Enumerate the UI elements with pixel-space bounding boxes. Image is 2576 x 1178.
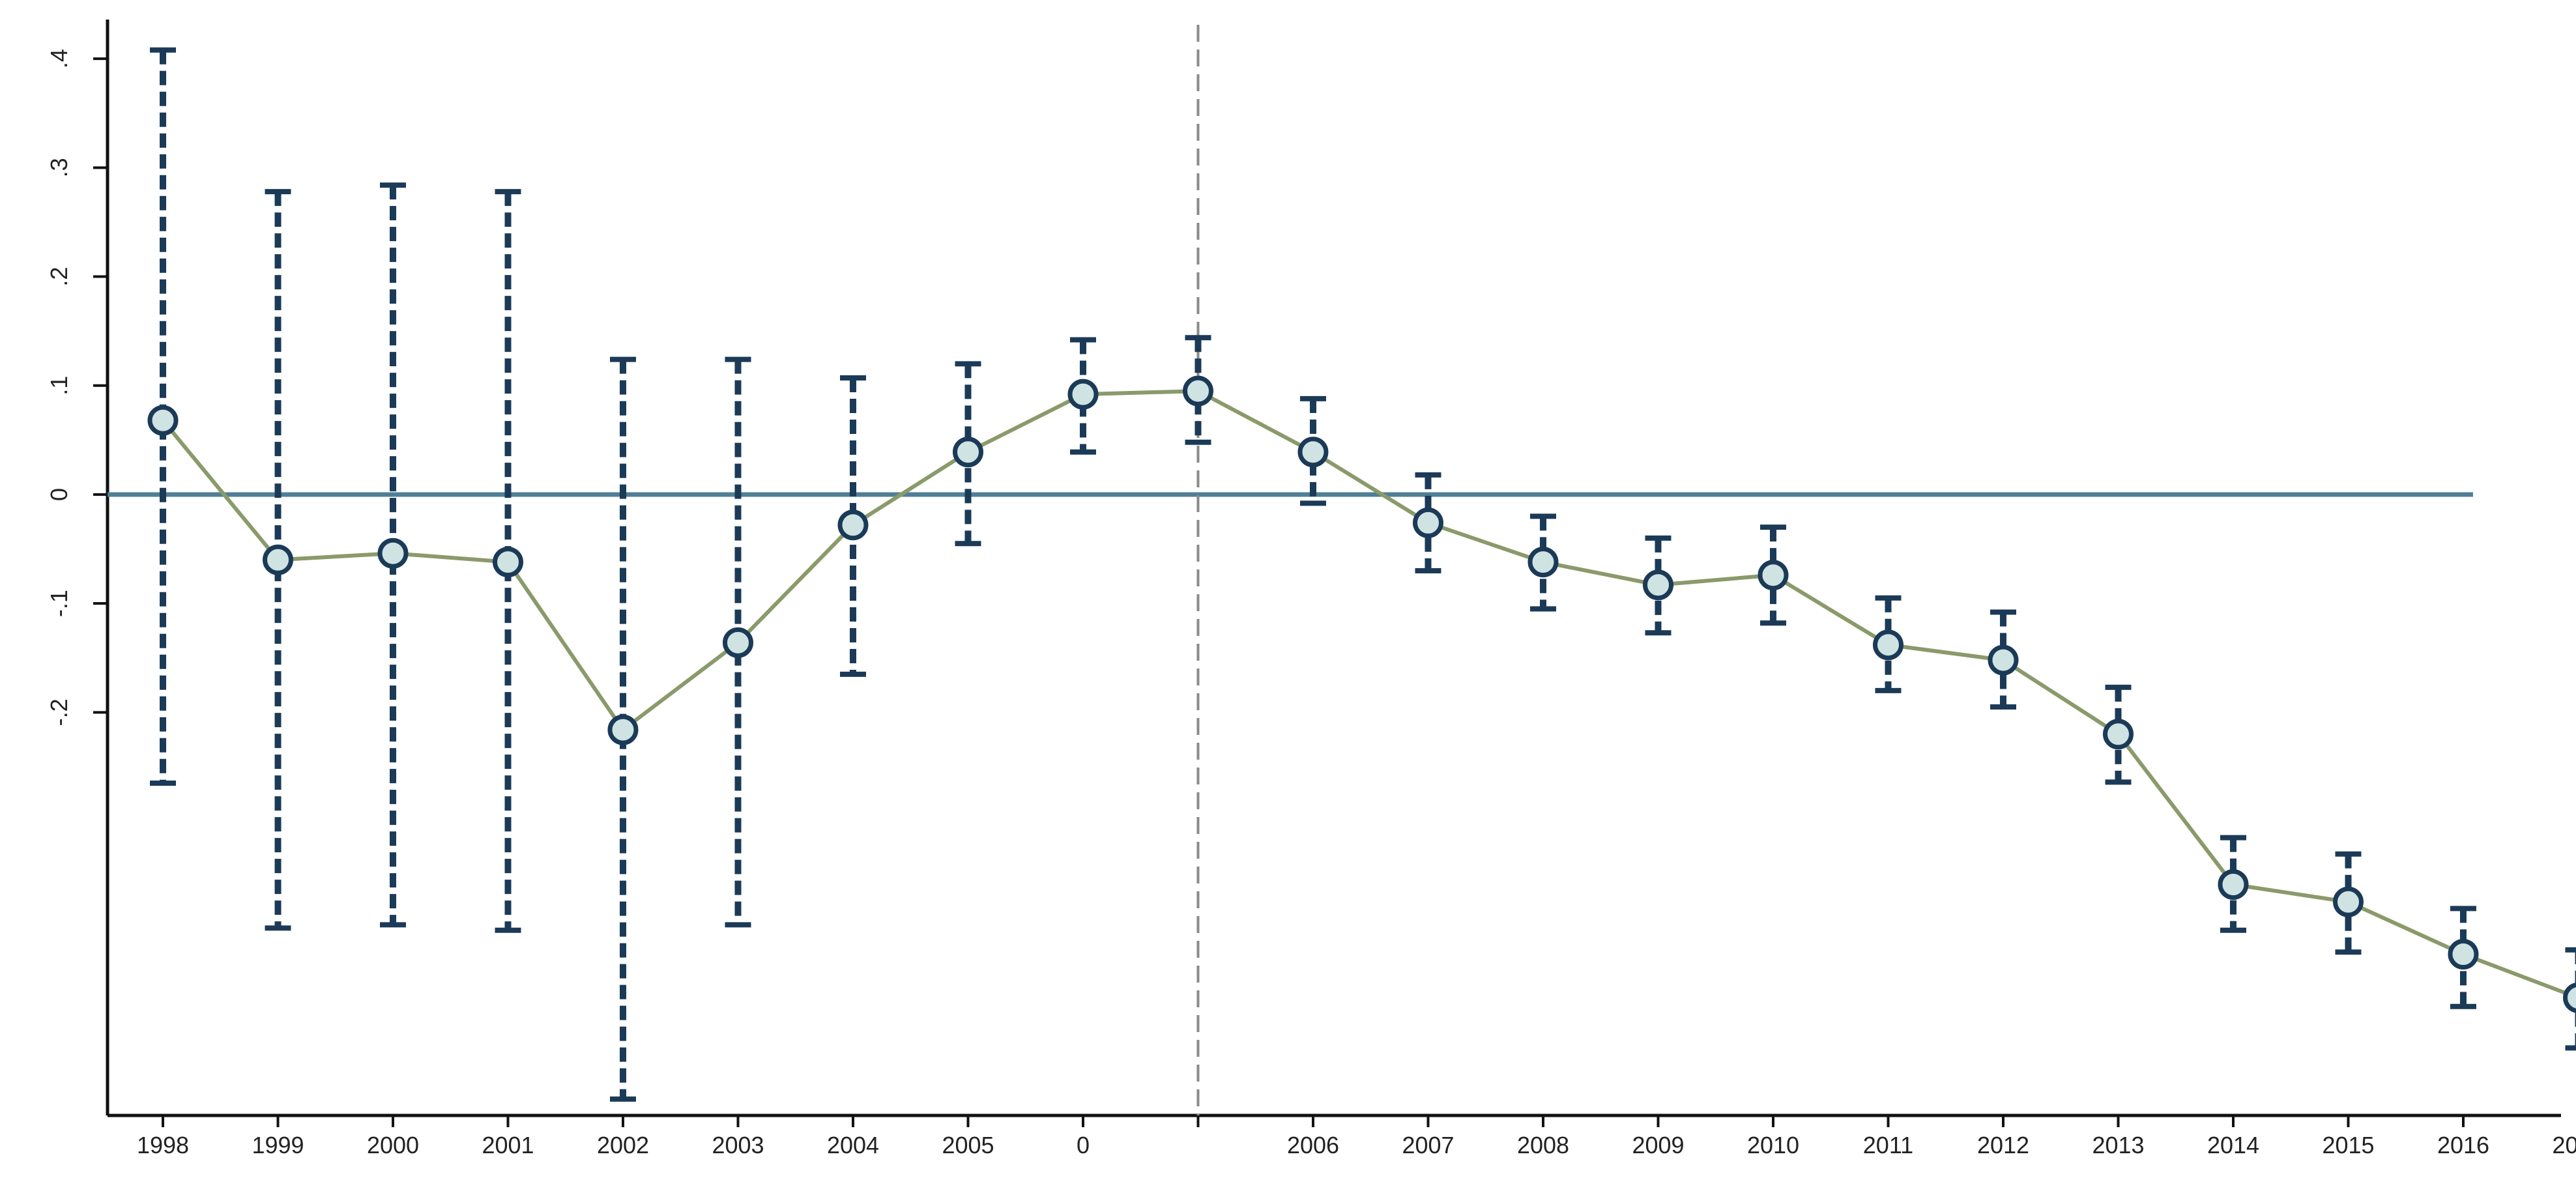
x-tick-label: 2011 — [1863, 1132, 1913, 1158]
x-tick-label: 2001 — [482, 1132, 534, 1158]
point-marker — [1067, 379, 1099, 410]
y-tick-label: .4 — [46, 49, 72, 68]
point-marker — [2103, 719, 2134, 750]
x-tick-label: 2003 — [712, 1132, 764, 1158]
y-tick-label: .1 — [46, 376, 72, 395]
x-tick-label: 2007 — [1402, 1132, 1454, 1158]
point-marker — [607, 714, 639, 745]
x-tick-label: 0 — [1077, 1132, 1090, 1158]
x-tick-label: 2005 — [942, 1132, 994, 1158]
point-marker — [1297, 437, 1329, 468]
point-marker — [263, 544, 293, 575]
point-marker — [493, 547, 523, 578]
x-tick-label: 2000 — [367, 1132, 419, 1158]
point-marker — [1643, 569, 1673, 601]
y-tick-label: .3 — [46, 158, 72, 177]
point-marker — [377, 538, 409, 569]
x-tick-label: 2017 — [2552, 1132, 2576, 1158]
point-marker — [1758, 560, 1789, 591]
x-tick-label: 2014 — [2207, 1132, 2259, 1158]
point-marker — [2333, 886, 2364, 917]
x-tick-label: 2006 — [1287, 1132, 1339, 1158]
y-tick-label: 0 — [46, 488, 72, 501]
estimate-line — [161, 389, 2576, 999]
point-marker — [2218, 869, 2249, 900]
point-marker — [1988, 644, 2019, 676]
y-tick-label: -.1 — [46, 590, 72, 617]
x-tick-label: 2013 — [2092, 1132, 2144, 1158]
y-tick-label: -.2 — [46, 698, 72, 726]
x-tick-label: 2009 — [1632, 1132, 1684, 1158]
point-marker — [2563, 983, 2576, 1013]
y-tick-label: .2 — [46, 267, 72, 287]
x-tick-label: 1999 — [252, 1132, 304, 1158]
point-marker — [723, 627, 753, 658]
point-marker — [953, 437, 983, 468]
point-marker — [1527, 547, 1559, 578]
x-tick-label: 2016 — [2437, 1132, 2489, 1158]
point-marker — [1413, 507, 1443, 538]
point-marker — [147, 405, 179, 436]
x-tick-label: 2012 — [1977, 1132, 2029, 1158]
x-tick-label: 1998 — [137, 1132, 189, 1158]
point-marker — [837, 510, 869, 541]
point-marker — [1873, 629, 1903, 661]
x-tick-label: 2010 — [1747, 1132, 1799, 1158]
x-tick-label: 2002 — [597, 1132, 649, 1158]
point-marker — [2448, 939, 2479, 970]
x-tick-label: 2004 — [827, 1132, 879, 1158]
x-tick-label: 2008 — [1517, 1132, 1569, 1158]
x-tick-label: 2015 — [2322, 1132, 2374, 1158]
point-marker — [1183, 375, 1213, 407]
